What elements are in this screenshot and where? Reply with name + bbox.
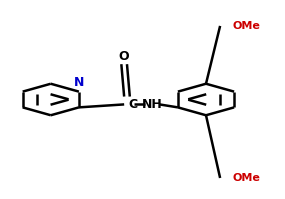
Text: O: O — [119, 50, 129, 63]
Text: N: N — [74, 76, 84, 89]
Text: OMe: OMe — [233, 173, 261, 183]
Text: OMe: OMe — [233, 21, 261, 31]
Text: C: C — [128, 98, 138, 111]
Text: NH: NH — [142, 98, 163, 111]
